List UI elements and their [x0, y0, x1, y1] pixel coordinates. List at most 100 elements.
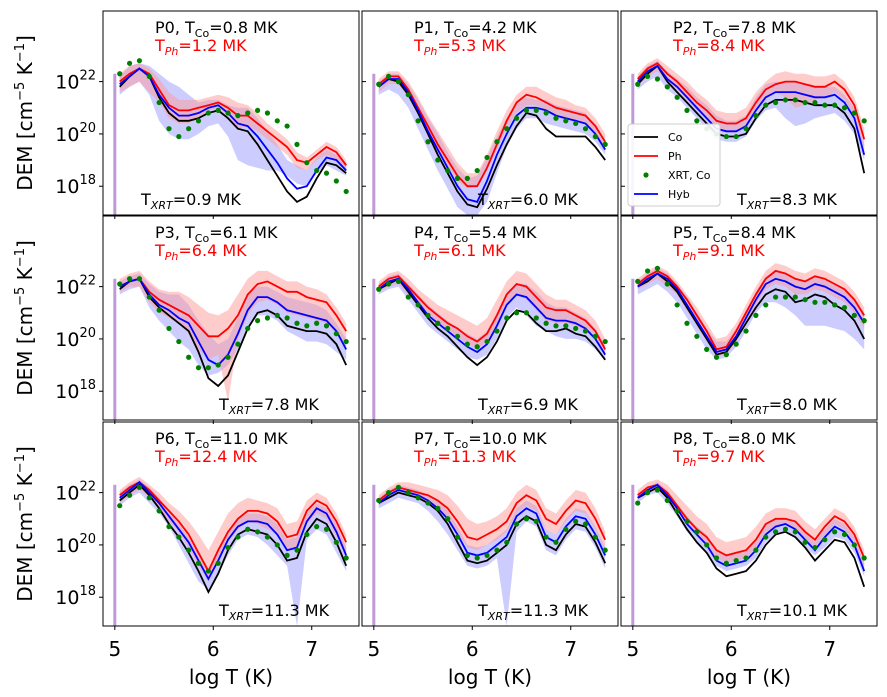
xrt-point	[245, 526, 251, 532]
xrt-point	[245, 110, 251, 116]
xrt-point	[592, 133, 598, 140]
xrt-point	[812, 99, 818, 106]
xrt-point	[743, 328, 749, 334]
xrt-point	[812, 299, 818, 305]
legend-label-ph: Ph	[668, 150, 682, 163]
y-tick-label: 1022	[55, 480, 96, 505]
xrt-point	[176, 133, 182, 140]
xrt-point	[792, 97, 798, 103]
panel-title-co: P7, TCo=10.0 MK	[414, 429, 547, 451]
subscript-xrt: XRT	[228, 610, 252, 623]
xrt-point	[136, 484, 143, 490]
xrt-point	[323, 526, 330, 532]
panel-title-ph: TPh=11.3 MK	[413, 447, 516, 469]
subscript-ph: Ph	[683, 456, 697, 469]
xrt-point	[654, 265, 661, 271]
value-co: =6.1 MK	[209, 223, 278, 242]
panel-title-ph: TPh=1.2 MK	[154, 36, 247, 58]
value-xrt: =0.9 MK	[173, 190, 242, 209]
xrt-point	[156, 508, 162, 514]
value-co: =4.2 MK	[468, 18, 537, 37]
xrt-point	[254, 529, 261, 535]
xrt-point	[484, 338, 490, 345]
xrt-point	[333, 178, 339, 184]
xrt-point	[792, 529, 798, 535]
xrt-point	[832, 302, 838, 308]
y-axis-label-mid: K	[13, 266, 37, 286]
xrt-point	[674, 302, 680, 308]
x-tick-label: 6	[207, 637, 220, 661]
xrt-point	[713, 354, 720, 360]
xrt-point	[602, 338, 608, 345]
value-co: =7.8 MK	[727, 18, 796, 37]
ph-line	[378, 275, 606, 350]
xrt-point	[195, 365, 202, 371]
subscript-ph: Ph	[424, 45, 438, 58]
xrt-point	[205, 110, 211, 116]
ph-uncertainty-band	[378, 71, 606, 189]
subscript-co: Co	[713, 438, 728, 451]
xrt-point	[654, 76, 661, 82]
panel-txrt: TXRT=11.3 MK	[218, 601, 330, 623]
hyb-uncertainty-band	[378, 484, 606, 626]
xrt-point	[294, 320, 300, 326]
hyb-line	[378, 78, 606, 203]
subscript-co: Co	[454, 438, 469, 451]
y-tick-label: 1022	[55, 69, 96, 94]
xrt-point	[126, 276, 133, 282]
xrt-point	[176, 534, 182, 540]
xrt-point	[225, 354, 231, 360]
xrt-point	[464, 552, 470, 558]
xrt-point	[176, 338, 182, 345]
xrt-point	[225, 544, 231, 551]
value-ph: =6.1 MK	[437, 241, 506, 260]
xrt-point	[254, 318, 261, 324]
xrt-point	[763, 534, 769, 540]
xrt-point	[563, 526, 569, 532]
xrt-point	[146, 294, 152, 300]
xrt-point	[215, 107, 221, 113]
value-co: =10.0 MK	[468, 429, 547, 448]
xrt-point	[385, 73, 392, 79]
xrt-point	[186, 126, 192, 132]
xrt-point	[644, 268, 651, 274]
xrt-point	[523, 310, 530, 316]
x-tick-label: 7	[823, 637, 836, 661]
y-axis-label-mid: K	[13, 472, 37, 492]
xrt-point	[284, 123, 290, 129]
value-ph: =1.2 MK	[178, 36, 247, 55]
y-tick-exponent: 18	[79, 584, 96, 599]
legend-label-xrt: XRT, Co	[668, 169, 711, 182]
subscript-xrt: XRT	[746, 199, 770, 212]
xrt-point	[415, 302, 421, 308]
subscript-xrt: XRT	[746, 610, 770, 623]
subscript-ph: Ph	[424, 456, 438, 469]
legend-box	[627, 123, 721, 207]
panel-title-co: P2, TCo=7.8 MK	[673, 18, 796, 40]
y-axis-label-exp: −5	[13, 82, 28, 101]
xrt-point	[445, 167, 451, 174]
hyb-line	[637, 483, 866, 572]
xrt-point	[435, 505, 441, 511]
panel-frame	[361, 10, 619, 216]
subscript-ph: Ph	[683, 250, 697, 263]
xrt-point	[494, 139, 500, 145]
hyb-line	[637, 272, 865, 354]
co-line	[119, 483, 348, 594]
xrt-point	[704, 542, 710, 548]
plot-area	[372, 270, 608, 420]
panel-frame	[620, 421, 878, 627]
xrt-point	[543, 534, 549, 540]
panel-txrt: TXRT=0.9 MK	[140, 190, 241, 212]
xrt-point	[405, 490, 411, 496]
panel-txrt: TXRT=11.3 MK	[477, 601, 589, 623]
x-axis-label: log T (K)	[448, 665, 532, 689]
subscript-co: Co	[454, 27, 469, 40]
xrt-point	[684, 518, 690, 524]
hyb-uncertainty-band	[119, 479, 347, 626]
xrt-point	[474, 555, 480, 561]
hyb-line	[378, 489, 607, 557]
subscript-co: Co	[713, 27, 728, 40]
